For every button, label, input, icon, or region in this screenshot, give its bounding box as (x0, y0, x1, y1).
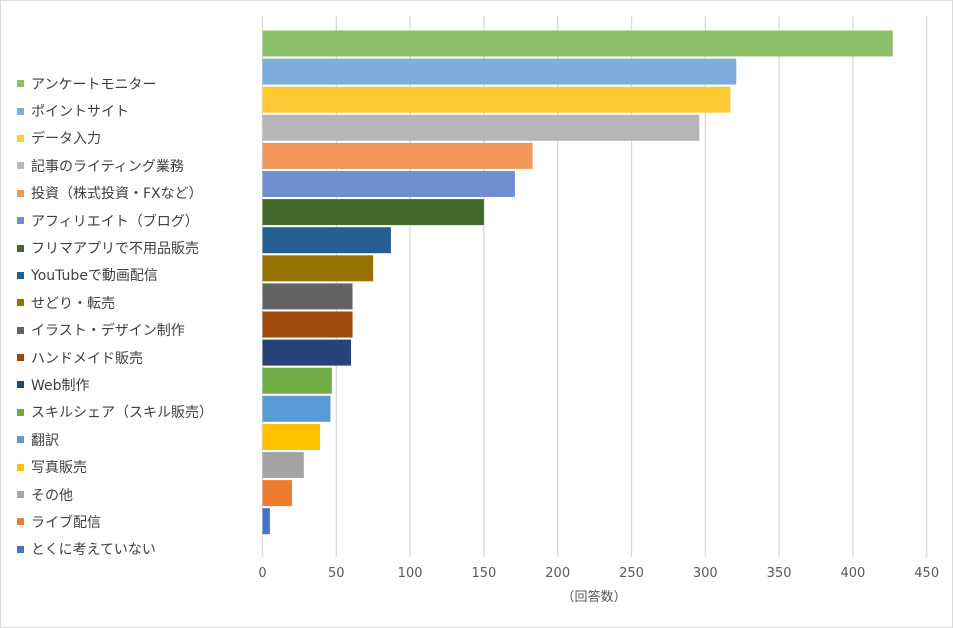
legend-label: イラスト・デザイン制作 (31, 323, 185, 340)
legend-swatch (17, 545, 24, 553)
legend-item: イラスト・デザイン制作 (17, 317, 213, 344)
legend-swatch (17, 107, 24, 115)
legend-item: 翻訳 (17, 426, 213, 453)
bar (262, 311, 353, 338)
legend-label: ハンドメイド販売 (31, 350, 143, 367)
x-tick-label: 450 (914, 566, 939, 581)
bar (262, 142, 533, 169)
legend-label: 記事のライティング業務 (31, 158, 184, 175)
bar (262, 508, 270, 535)
legend-label: その他 (31, 487, 73, 504)
x-tick-label: 200 (545, 566, 570, 581)
bar (262, 199, 484, 226)
legend-item: その他 (17, 481, 213, 508)
legend-swatch (17, 80, 24, 88)
legend-swatch (17, 518, 24, 526)
legend-swatch (17, 408, 24, 416)
bar (262, 367, 332, 394)
bar (262, 283, 353, 310)
bar (262, 30, 893, 57)
bar (262, 452, 304, 478)
legend-item: スキルシェア（スキル販売） (17, 399, 213, 426)
legend-item: とくに考えていない (17, 536, 213, 563)
bar (262, 395, 331, 422)
legend-label: ポイントサイト (31, 104, 129, 121)
x-tick-label: 350 (767, 566, 792, 581)
legend-item: 写真販売 (17, 453, 213, 480)
x-tick-label: 50 (328, 566, 345, 581)
legend-label: スキルシェア（スキル販売） (31, 405, 213, 422)
bar (262, 339, 352, 366)
legend-item: ライブ配信 (17, 508, 213, 535)
x-tick-label: 300 (693, 566, 718, 581)
legend-label: 写真販売 (31, 460, 87, 477)
legend-item: 記事のライティング業務 (17, 152, 213, 179)
legend-item: せどり・転売 (17, 289, 213, 316)
legend-item: フリマアプリで不用品販売 (17, 234, 213, 261)
legend-swatch (17, 326, 24, 334)
legend-label: ライブ配信 (31, 514, 101, 531)
legend-item: 投資（株式投資・FXなど） (17, 180, 213, 207)
legend-swatch (17, 189, 24, 197)
bar (262, 114, 700, 141)
bar (262, 423, 321, 450)
legend-label: アフィリエイト（ブログ） (31, 213, 199, 230)
x-tick-label: 400 (840, 566, 865, 581)
legend-label: データ入力 (31, 131, 101, 148)
legend-swatch (17, 491, 24, 499)
legend: アンケートモニター ポイントサイト データ入力記事のライティング業務投資（株式投資・… (17, 70, 213, 563)
legend-swatch (17, 244, 24, 252)
legend-item: ハンドメイド販売 (17, 344, 213, 371)
legend-label: Web制作 (31, 377, 90, 394)
legend-swatch (17, 162, 24, 170)
legend-swatch (17, 463, 24, 471)
legend-swatch (17, 217, 24, 225)
bar (262, 86, 731, 113)
x-axis-title: （回答数） (561, 589, 626, 605)
legend-item: アンケートモニター (17, 70, 213, 97)
bar (262, 171, 515, 197)
legend-item: YouTubeで動画配信 (17, 262, 213, 289)
legend-item: ポイントサイト (17, 97, 213, 124)
legend-label: せどり・転売 (31, 295, 115, 312)
legend-swatch (17, 134, 24, 142)
legend-item: アフィリエイト（ブログ） (17, 207, 213, 234)
legend-label: 翻訳 (31, 432, 59, 449)
legend-label: 投資（株式投資・FXなど） (31, 186, 203, 203)
x-tick-label: 250 (619, 566, 644, 581)
legend-label: YouTubeで動画配信 (31, 268, 158, 285)
legend-swatch (17, 381, 24, 389)
bar (262, 227, 391, 254)
legend-swatch (17, 271, 24, 279)
legend-label: とくに考えていない (31, 542, 156, 559)
legend-swatch (17, 436, 24, 444)
x-tick-label: 150 (471, 566, 496, 581)
legend-item: Web制作 (17, 371, 213, 398)
legend-swatch (17, 299, 24, 307)
x-tick-label: 0 (258, 566, 266, 581)
bar (262, 255, 374, 282)
legend-label: アンケートモニター (31, 76, 157, 93)
bar (262, 480, 293, 507)
legend-swatch (17, 354, 24, 362)
legend-item: データ入力 (17, 125, 213, 152)
bar (262, 58, 737, 85)
x-tick-label: 100 (398, 566, 423, 581)
legend-label: フリマアプリで不用品販売 (31, 241, 199, 258)
